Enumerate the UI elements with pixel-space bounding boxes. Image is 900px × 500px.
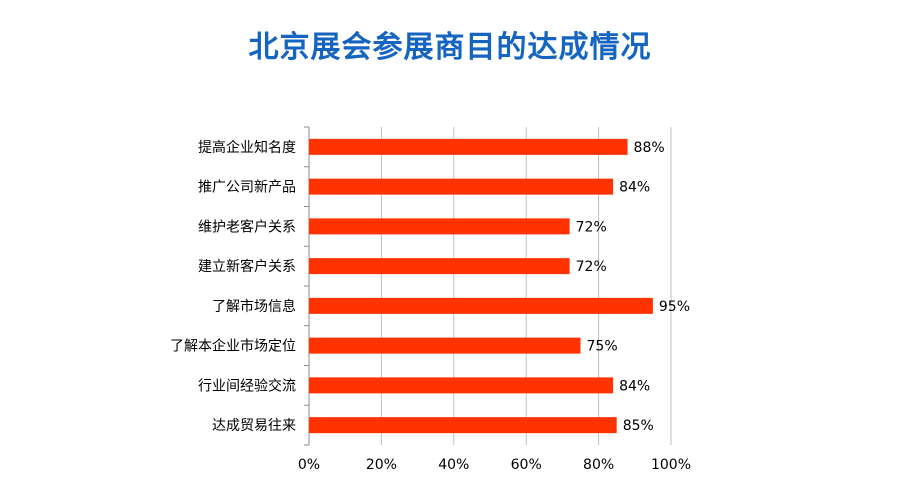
bar — [309, 138, 628, 155]
value-label: 88% — [634, 140, 665, 156]
value-label: 72% — [576, 259, 607, 275]
bar — [309, 218, 570, 235]
category-label: 了解市场信息 — [212, 298, 296, 315]
x-tick-label: 60% — [511, 457, 542, 473]
bar — [309, 417, 617, 434]
category-label: 行业间经验交流 — [198, 377, 296, 394]
value-label: 85% — [623, 418, 654, 434]
category-label: 了解本企业市场定位 — [170, 338, 296, 355]
x-tick-label: 40% — [438, 457, 469, 473]
bar — [309, 337, 581, 354]
x-tick-label: 20% — [366, 457, 397, 473]
value-label: 84% — [619, 180, 650, 196]
category-label: 提高企业知名度 — [198, 139, 296, 156]
category-label: 达成贸易往来 — [212, 418, 296, 434]
category-label: 维护老客户关系 — [198, 218, 296, 235]
value-label: 75% — [587, 339, 618, 355]
bar — [309, 178, 614, 195]
bar — [309, 297, 653, 314]
chart-title: 北京展会参展商目的达成情况 — [248, 30, 652, 65]
value-label: 95% — [659, 299, 690, 315]
value-label: 72% — [576, 219, 607, 235]
x-tick-label: 100% — [651, 457, 691, 473]
value-label: 84% — [619, 378, 650, 394]
bar — [309, 258, 570, 275]
x-tick-label: 80% — [583, 457, 614, 473]
category-label: 建立新客户关系 — [198, 258, 296, 275]
category-label: 推广公司新产品 — [198, 180, 296, 196]
bar — [309, 377, 614, 394]
x-tick-label: 0% — [298, 457, 320, 473]
